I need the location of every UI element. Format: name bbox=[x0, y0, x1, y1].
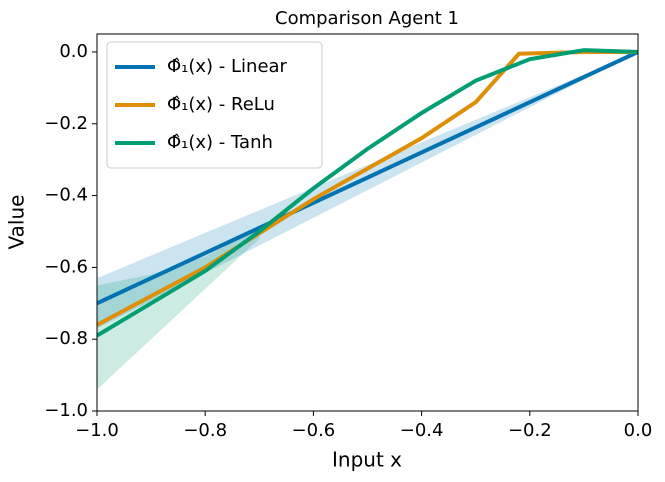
legend-label: Φ̂₁(x) - ReLu bbox=[167, 94, 275, 115]
line bbox=[97, 48, 638, 338]
y-axis-label: Value bbox=[5, 195, 29, 250]
line bbox=[97, 50, 638, 306]
legend-label: Φ̂₁(x) - Linear bbox=[167, 56, 288, 77]
confidence-band bbox=[97, 227, 260, 390]
x-tick-label: 0.0 bbox=[624, 420, 653, 441]
y-tick-label: 0.0 bbox=[59, 41, 88, 62]
y-tick-label: −0.2 bbox=[44, 113, 88, 134]
y-tick-label: −0.8 bbox=[44, 328, 88, 349]
x-tick-label: −0.8 bbox=[183, 420, 227, 441]
x-tick-label: −1.0 bbox=[75, 420, 119, 441]
y-tick-label: −0.4 bbox=[44, 185, 88, 206]
plot bbox=[97, 48, 638, 390]
y-tick-label: −0.6 bbox=[44, 256, 88, 277]
legend-label: Φ̂₁(x) - Tanh bbox=[167, 132, 273, 153]
confidence-band bbox=[97, 51, 638, 329]
legend-box bbox=[106, 41, 323, 169]
x-axis-label: Input x bbox=[332, 448, 402, 472]
x-tick-label: −0.6 bbox=[292, 420, 336, 441]
chart-title: Comparison Agent 1 bbox=[275, 8, 459, 29]
y-tick-label: −1.0 bbox=[44, 400, 88, 421]
x-tick-label: −0.4 bbox=[400, 420, 444, 441]
axes-frame bbox=[96, 33, 639, 412]
x-tick-label: −0.2 bbox=[508, 420, 552, 441]
